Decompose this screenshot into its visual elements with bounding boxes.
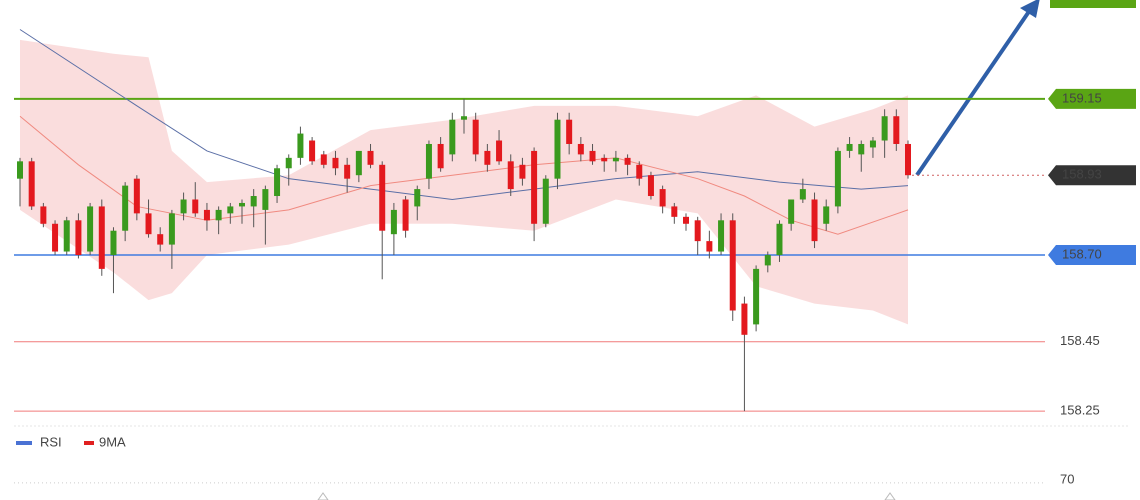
candle-body [554, 119, 561, 179]
candle-body [566, 119, 573, 144]
candle-body [647, 175, 654, 197]
candle-body [157, 234, 164, 245]
candle-body [694, 220, 701, 242]
candle-body [601, 157, 608, 162]
candle-body [741, 303, 748, 335]
candle-body [589, 150, 596, 162]
candle-body [239, 202, 245, 207]
candle-body [274, 168, 281, 197]
candle-body [414, 189, 421, 207]
candle-body [612, 157, 619, 162]
legend-swatch [84, 441, 94, 445]
candle-body [52, 223, 59, 252]
candle-body [788, 199, 795, 224]
candle-body [180, 199, 187, 214]
bollinger-band [20, 39, 908, 325]
candle-body [425, 143, 432, 179]
candle-body [390, 209, 397, 235]
candle-body [823, 206, 830, 224]
candle-body [729, 220, 736, 311]
candle-body [519, 164, 526, 179]
legend-swatch [16, 441, 32, 445]
level-label-box [1048, 88, 1136, 109]
candle-body [133, 178, 140, 214]
legend-label: RSI [40, 434, 62, 449]
candle-body [577, 143, 584, 155]
forecast-arrow [915, 8, 1032, 177]
candle-body [402, 199, 409, 231]
candle-body [718, 220, 725, 252]
legend-label: 9MA [99, 434, 126, 449]
candle-body [320, 154, 327, 165]
level-label: 158.45 [1060, 333, 1100, 348]
level-label: 159.15 [1062, 90, 1102, 105]
level-label: 158.70 [1062, 246, 1102, 261]
candle-body [367, 150, 374, 165]
candle-body [17, 161, 23, 179]
candle-body [145, 213, 152, 235]
candle-body [776, 223, 783, 255]
rsi-tick-label: 70 [1060, 471, 1074, 486]
candle-body [461, 116, 467, 120]
candle-body [472, 119, 479, 155]
candle-body [671, 206, 678, 217]
marker [317, 492, 329, 500]
candle-body [355, 150, 362, 176]
candle-body [764, 255, 771, 266]
candle-body [63, 220, 70, 252]
candle-body [168, 213, 175, 245]
candle-body [531, 150, 538, 224]
marker [884, 492, 896, 500]
candle-body [799, 189, 806, 200]
candle-body [858, 143, 865, 155]
candle-body [846, 143, 853, 151]
candle-body [659, 189, 666, 207]
candle-body [122, 185, 129, 231]
level-label-box [1048, 245, 1136, 265]
level-label: 158.25 [1060, 403, 1100, 418]
candle-body [484, 150, 491, 165]
candle-body [98, 206, 105, 269]
forecast-arrow-head [1020, 0, 1040, 18]
candle-body [250, 196, 257, 207]
level-label-box [1048, 165, 1136, 186]
candle-body [449, 119, 456, 155]
candle-body [834, 150, 841, 207]
candle-body [297, 133, 304, 158]
target-label-box [1050, 0, 1136, 8]
candle-body [507, 161, 514, 190]
candle-body [905, 143, 911, 176]
candle-body [285, 157, 292, 169]
indicator-line [19, 29, 909, 200]
candle-body [309, 140, 316, 162]
candle-body [437, 143, 444, 169]
candle-body [753, 268, 760, 325]
candle-body [624, 157, 631, 165]
candle-body [262, 189, 269, 210]
candle-body [542, 178, 549, 224]
candle-body [203, 209, 210, 221]
candle-body [332, 157, 339, 169]
candle-body [215, 209, 222, 221]
candle-body [869, 140, 876, 148]
candle-body [28, 161, 35, 207]
candle-body [881, 116, 888, 141]
level-label: 158.93 [1062, 167, 1102, 182]
candle-body [683, 216, 689, 224]
candle-body [227, 206, 234, 214]
candle-body [496, 140, 503, 162]
candle-body [893, 116, 900, 144]
candle-body [811, 199, 818, 242]
candle-body [110, 230, 117, 255]
candle-body [344, 164, 351, 179]
candle-body [706, 241, 713, 252]
candle-body [40, 206, 47, 224]
candle-body [192, 199, 199, 214]
candle-body [636, 164, 643, 179]
candle-body [87, 206, 94, 252]
candle-body [379, 164, 386, 231]
candle-body [75, 220, 82, 255]
